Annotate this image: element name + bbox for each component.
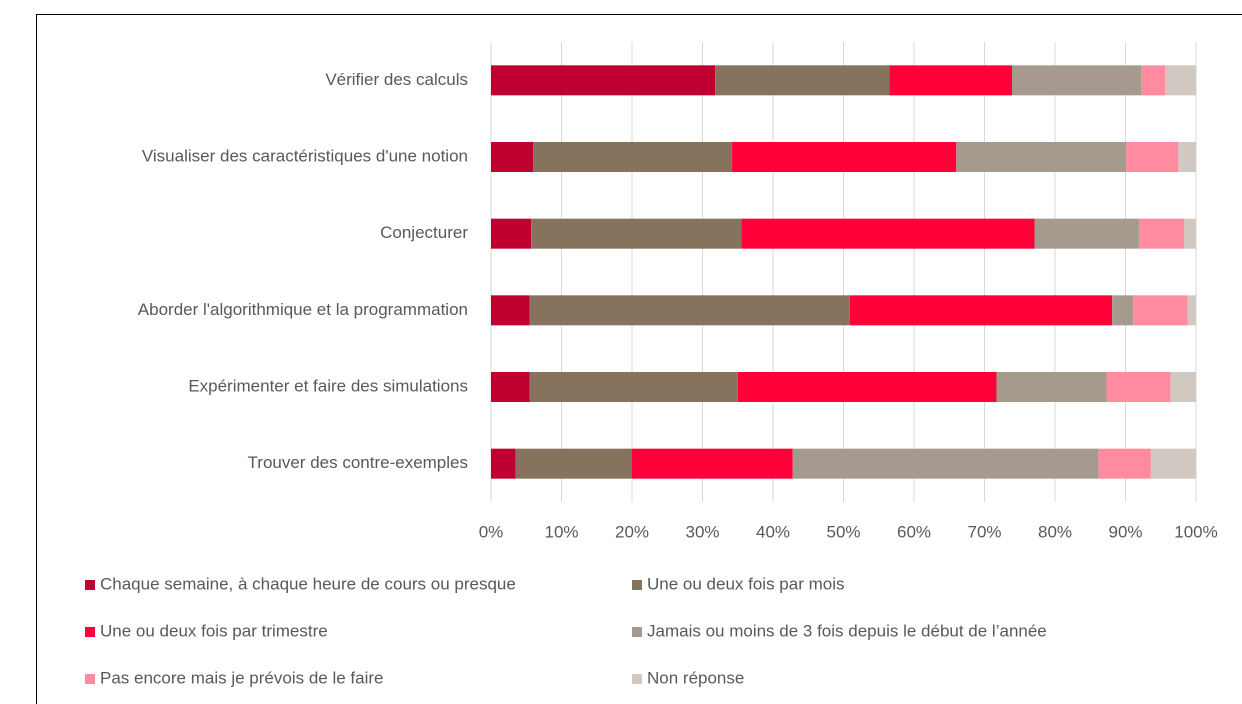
legend-label: Pas encore mais je prévois de le faire bbox=[100, 668, 383, 687]
bar-segment bbox=[491, 65, 716, 96]
bar-segment bbox=[737, 372, 997, 402]
y-tick-label: Vérifier des calculs bbox=[325, 70, 468, 89]
bar-segment bbox=[1178, 142, 1196, 172]
bar-segment bbox=[1187, 295, 1196, 326]
legend-swatch bbox=[85, 627, 95, 637]
y-tick-label: Trouver des contre-exemples bbox=[248, 453, 468, 472]
y-tick-label: Aborder l'algorithmique et la programmat… bbox=[138, 300, 468, 319]
bar-segment bbox=[491, 218, 532, 249]
bar-segment bbox=[1126, 142, 1179, 172]
x-tick-label: 20% bbox=[615, 522, 649, 541]
legend-label: Une ou deux fois par trimestre bbox=[100, 621, 328, 640]
bar-segment bbox=[491, 295, 530, 326]
bar-segment bbox=[491, 448, 516, 479]
x-tick-label: 60% bbox=[897, 522, 931, 541]
bar-segment bbox=[956, 142, 1127, 172]
legend-swatch bbox=[632, 627, 642, 637]
bar-segment bbox=[996, 372, 1107, 402]
x-tick-label: 0% bbox=[479, 522, 504, 541]
bar-segment bbox=[529, 295, 850, 326]
y-tick-label: Visualiser des caractéristiques d'une no… bbox=[142, 146, 468, 165]
bar-segment bbox=[1133, 295, 1188, 326]
x-tick-label: 70% bbox=[967, 522, 1001, 541]
legend-label: Une ou deux fois par mois bbox=[647, 574, 845, 593]
legend-label: Non réponse bbox=[647, 668, 744, 687]
bar-segment bbox=[849, 295, 1113, 326]
bar-segment bbox=[529, 372, 738, 402]
bar-segment bbox=[792, 448, 1099, 479]
x-tick-label: 50% bbox=[826, 522, 860, 541]
x-tick-label: 90% bbox=[1108, 522, 1142, 541]
legend-swatch bbox=[632, 580, 642, 590]
bar-segment bbox=[632, 448, 793, 479]
y-tick-label: Expérimenter et faire des simulations bbox=[188, 376, 468, 395]
legend-label: Chaque semaine, à chaque heure de cours … bbox=[100, 574, 516, 593]
bar-segment bbox=[491, 372, 530, 402]
y-tick-label: Conjecturer bbox=[380, 223, 468, 242]
legend-label: Jamais ou moins de 3 fois depuis le débu… bbox=[647, 621, 1047, 640]
x-tick-label: 80% bbox=[1038, 522, 1072, 541]
legend-swatch bbox=[85, 674, 95, 684]
frame bbox=[36, 14, 1242, 704]
bar-segment bbox=[741, 218, 1035, 249]
bar-segment bbox=[491, 142, 534, 172]
x-tick-label: 100% bbox=[1174, 522, 1217, 541]
bar-segment bbox=[889, 65, 1012, 96]
x-tick-label: 30% bbox=[685, 522, 719, 541]
bar-segment bbox=[1106, 372, 1171, 402]
bar-segment bbox=[531, 218, 742, 249]
bar-segment bbox=[1011, 65, 1142, 96]
bar-segment bbox=[1098, 448, 1151, 479]
bar-segment bbox=[515, 448, 632, 479]
bar-segment bbox=[715, 65, 890, 96]
bar-segment bbox=[1138, 218, 1185, 249]
bar-segment bbox=[1112, 295, 1134, 326]
bar-segment bbox=[1184, 218, 1196, 249]
bar-segment bbox=[1034, 218, 1139, 249]
bar-segment bbox=[1150, 448, 1196, 479]
legend-swatch bbox=[85, 580, 95, 590]
bar-segment bbox=[1170, 372, 1196, 402]
x-tick-label: 10% bbox=[544, 522, 578, 541]
bar-segment bbox=[1164, 65, 1196, 96]
bar-segment bbox=[732, 142, 957, 172]
bar-segment bbox=[1141, 65, 1165, 96]
x-tick-label: 40% bbox=[756, 522, 790, 541]
bar-segment bbox=[533, 142, 733, 172]
legend-swatch bbox=[632, 674, 642, 684]
